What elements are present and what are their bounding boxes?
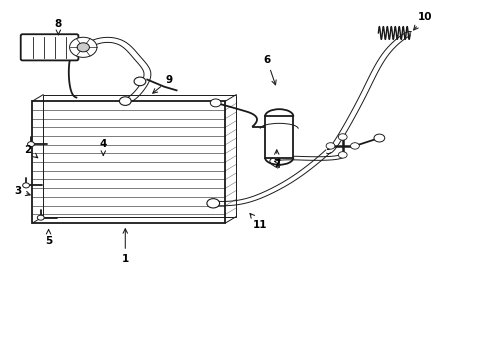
Circle shape bbox=[37, 215, 44, 220]
Text: 7: 7 bbox=[273, 150, 280, 169]
Text: 10: 10 bbox=[414, 12, 432, 30]
Circle shape bbox=[350, 143, 359, 149]
Text: 4: 4 bbox=[99, 139, 107, 155]
Circle shape bbox=[207, 199, 220, 208]
Circle shape bbox=[120, 97, 131, 105]
Text: 11: 11 bbox=[250, 213, 267, 230]
Text: 2: 2 bbox=[24, 144, 38, 158]
Circle shape bbox=[70, 37, 97, 57]
Circle shape bbox=[338, 134, 347, 140]
Text: 5: 5 bbox=[45, 230, 52, 246]
Text: 1: 1 bbox=[122, 229, 129, 264]
Text: 6: 6 bbox=[263, 55, 276, 85]
Text: 8: 8 bbox=[55, 19, 62, 35]
Circle shape bbox=[77, 43, 90, 52]
Circle shape bbox=[326, 143, 335, 149]
Circle shape bbox=[134, 77, 146, 86]
Circle shape bbox=[338, 152, 347, 158]
Circle shape bbox=[23, 183, 29, 188]
Text: 3: 3 bbox=[14, 186, 30, 196]
Text: 9: 9 bbox=[153, 75, 173, 93]
Circle shape bbox=[27, 141, 34, 147]
Circle shape bbox=[210, 99, 221, 107]
Bar bbox=[265, 116, 294, 158]
FancyBboxPatch shape bbox=[21, 34, 78, 60]
Circle shape bbox=[374, 134, 385, 142]
